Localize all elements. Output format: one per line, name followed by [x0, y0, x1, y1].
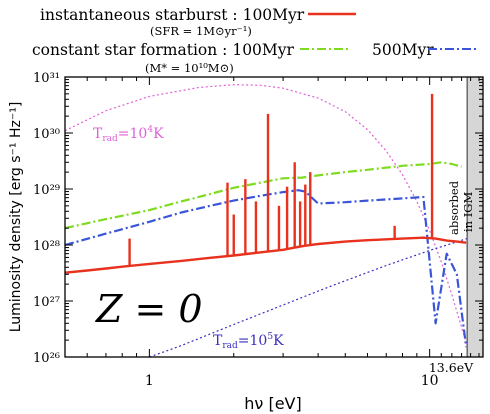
trad-1e5-label: Trad=105K — [213, 332, 284, 351]
y-axis-label: Luminosity density [erg s⁻¹ Hz⁻¹] — [8, 102, 24, 333]
x-axis-label: hν [eV] — [244, 394, 301, 413]
y-tick-label: 10²⁶ — [33, 351, 60, 366]
metallicity-label: Z = 0 — [95, 287, 203, 331]
x-tick-label: 10 — [421, 373, 439, 389]
x-tick-label: 1 — [145, 373, 154, 389]
y-tick-label: 10²⁸ — [33, 239, 60, 254]
axis-tick-labels: 10²⁶ 10²⁷ 10²⁸ 10²⁹ 10³⁰ 10³¹ 1 10 — [33, 71, 439, 389]
y-tick-label: 10²⁷ — [33, 295, 60, 310]
legend-starburst-param: (SFR = 1M⊙yr⁻¹) — [150, 24, 252, 38]
y-tick-label: 10³¹ — [33, 71, 60, 86]
y-tick-label: 10³⁰ — [33, 127, 60, 142]
absorbed-label: absorbed — [447, 180, 461, 235]
y-tick-label: 10²⁹ — [33, 183, 60, 198]
plot-frame — [64, 76, 484, 358]
legend-constant-label: constant star formation : 100Myr — [32, 41, 295, 59]
series-constant-100myr — [64, 161, 462, 230]
series-layer — [64, 84, 468, 358]
legend: instantaneous starburst : 100Myr (SFR = … — [32, 6, 478, 75]
series-starburst-100myr — [64, 236, 467, 274]
absorbed-label-2: in IGM — [461, 192, 475, 232]
trad-1e4-label: Trad=104K — [93, 125, 164, 144]
absorbed-annotation: absorbed in IGM — [447, 180, 475, 235]
axis-ticks — [64, 76, 483, 358]
series-constant-500myr — [64, 189, 468, 348]
legend-constant-param: (M* = 10¹⁰M⊙) — [145, 61, 234, 75]
cutoff-label: 13.6eV — [429, 360, 474, 375]
legend-constant-500-label: 500Myr — [372, 41, 434, 59]
series-trad-1e4 — [64, 84, 468, 346]
series-trad-1e5 — [149, 238, 468, 358]
legend-starburst-label: instantaneous starburst : 100Myr — [40, 6, 305, 24]
